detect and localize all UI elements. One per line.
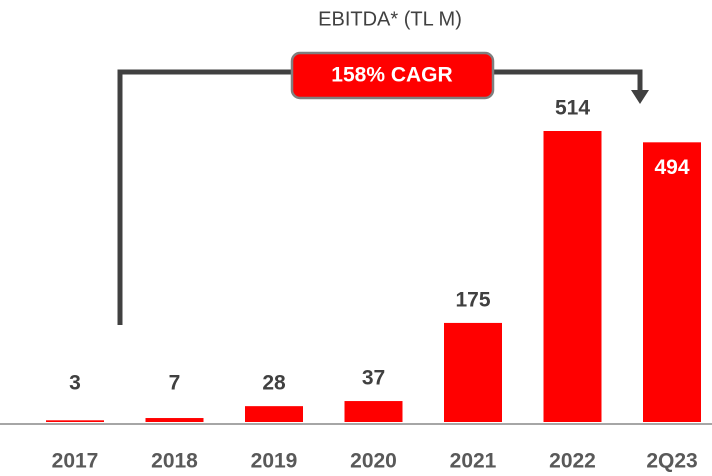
bar (444, 322, 502, 422)
x-tick-label: 2022 (549, 450, 596, 473)
bar (245, 406, 303, 422)
cagr-arrow (631, 90, 649, 104)
x-tick-label: 2018 (151, 450, 198, 473)
bar (344, 401, 403, 422)
bar (145, 418, 204, 422)
value-label: 28 (262, 372, 286, 395)
value-label: 175 (455, 288, 490, 311)
bar (46, 420, 104, 422)
value-label: 514 (555, 97, 590, 120)
bar (643, 142, 701, 423)
cagr-box (290, 51, 495, 100)
x-tick-label: 2017 (52, 450, 99, 473)
value-label: 37 (362, 367, 385, 390)
x-tick-label: 2019 (251, 450, 298, 473)
x-tick-label: 2020 (350, 450, 397, 473)
cagr-label: 158% CAGR (331, 64, 452, 87)
x-tick-label: 2021 (450, 450, 497, 473)
value-label: 7 (169, 372, 181, 395)
chart-title: EBITDA* (TL M) (318, 8, 462, 30)
value-label: 494 (654, 156, 689, 179)
value-label: 3 (69, 372, 81, 395)
x-tick-label: 2Q23 (646, 450, 697, 473)
bar (543, 131, 602, 422)
